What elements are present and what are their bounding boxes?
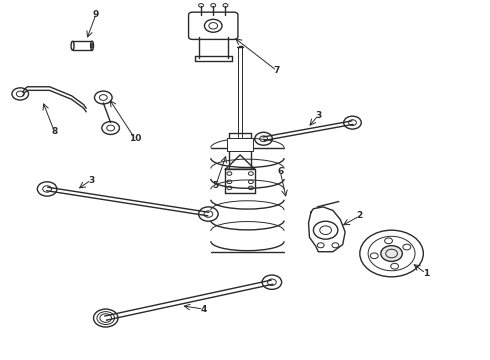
Text: 10: 10: [129, 134, 141, 143]
Text: 9: 9: [93, 10, 99, 19]
Text: 3: 3: [88, 176, 94, 185]
Text: 6: 6: [277, 167, 283, 176]
Text: 3: 3: [315, 111, 321, 120]
FancyBboxPatch shape: [189, 12, 238, 40]
Ellipse shape: [71, 41, 74, 50]
Text: 4: 4: [200, 305, 207, 314]
Circle shape: [381, 246, 402, 261]
Text: 5: 5: [213, 181, 219, 190]
Bar: [227, 138, 253, 150]
Text: 8: 8: [51, 127, 57, 136]
Ellipse shape: [91, 41, 94, 50]
Text: 1: 1: [423, 269, 429, 278]
Text: 2: 2: [357, 211, 363, 220]
Text: 7: 7: [273, 66, 280, 75]
